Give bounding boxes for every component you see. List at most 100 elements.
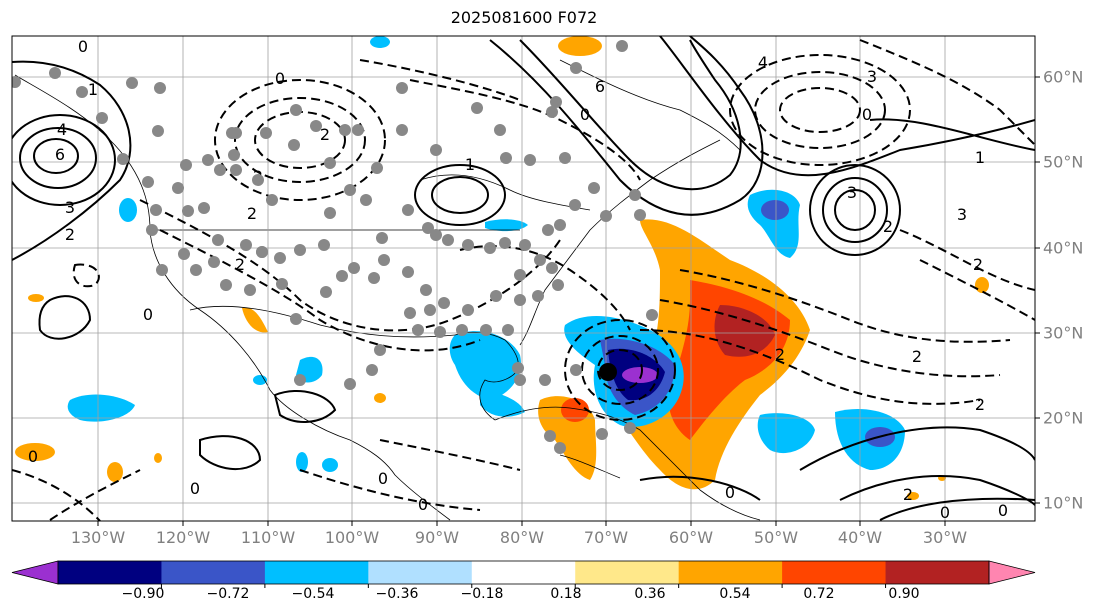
station-dot bbox=[180, 159, 192, 171]
station-dot bbox=[462, 239, 474, 251]
station-dot bbox=[324, 157, 336, 169]
station-dot bbox=[430, 144, 442, 156]
contour-label: 0 bbox=[418, 495, 428, 514]
station-dot bbox=[514, 294, 526, 306]
station-dot bbox=[634, 209, 646, 221]
station-dot bbox=[142, 176, 154, 188]
station-dot bbox=[438, 297, 450, 309]
station-dot bbox=[442, 234, 454, 246]
station-dot bbox=[514, 269, 526, 281]
station-dot bbox=[240, 239, 252, 251]
station-dot bbox=[324, 207, 336, 219]
contour-label: 2 bbox=[320, 125, 330, 144]
station-dot bbox=[371, 162, 383, 174]
contour-label: 2 bbox=[975, 395, 985, 414]
station-dot bbox=[471, 102, 483, 114]
contour-label: 0 bbox=[940, 503, 950, 522]
lon-label: 110°W bbox=[240, 528, 296, 547]
station-dot bbox=[276, 278, 288, 290]
station-dot bbox=[480, 324, 492, 336]
station-dot bbox=[402, 266, 414, 278]
contour-label: 1 bbox=[88, 80, 98, 99]
storm-center-marker bbox=[599, 363, 617, 381]
lon-label: 40°W bbox=[837, 528, 883, 547]
lon-label: 50°W bbox=[753, 528, 799, 547]
station-dot bbox=[266, 194, 278, 206]
station-dot bbox=[256, 246, 268, 258]
station-dot bbox=[646, 309, 658, 321]
station-dot bbox=[554, 219, 566, 231]
station-dot bbox=[244, 284, 256, 296]
station-dot bbox=[366, 364, 378, 376]
station-dot bbox=[569, 199, 581, 211]
station-dot bbox=[422, 222, 434, 234]
lon-label: 100°W bbox=[324, 528, 380, 547]
station-dot bbox=[360, 194, 372, 206]
contour-label: 0 bbox=[580, 105, 590, 124]
station-dot bbox=[336, 270, 348, 282]
station-dot bbox=[339, 124, 351, 136]
station-dot bbox=[532, 290, 544, 302]
contour-label: 2 bbox=[903, 485, 913, 504]
station-dot bbox=[554, 442, 566, 454]
station-dot bbox=[462, 304, 474, 316]
station-dot bbox=[456, 324, 468, 336]
station-dot bbox=[420, 284, 432, 296]
contour-label: 2 bbox=[775, 345, 785, 364]
station-dot bbox=[546, 262, 558, 274]
contour-label: 2 bbox=[973, 255, 983, 274]
station-dot bbox=[499, 237, 511, 249]
station-dot bbox=[117, 153, 129, 165]
station-dot bbox=[208, 256, 220, 268]
station-dot bbox=[146, 224, 158, 236]
lon-label: 130°W bbox=[70, 528, 126, 547]
station-dot bbox=[519, 239, 531, 251]
contour-label: 0 bbox=[275, 69, 285, 88]
station-dot bbox=[502, 324, 514, 336]
contour-label: 1 bbox=[975, 148, 985, 167]
station-dot bbox=[570, 364, 582, 376]
lat-label: 40°N bbox=[1043, 238, 1084, 258]
station-dot bbox=[228, 149, 240, 161]
contour-label: 2 bbox=[883, 217, 893, 236]
station-dot bbox=[212, 234, 224, 246]
station-dot bbox=[76, 86, 88, 98]
station-dot bbox=[318, 239, 330, 251]
lon-label: 80°W bbox=[499, 528, 545, 547]
station-dot bbox=[154, 82, 166, 94]
station-dot bbox=[524, 154, 536, 166]
contour-label: 0 bbox=[998, 501, 1008, 520]
station-dot bbox=[512, 362, 524, 374]
station-dot bbox=[546, 106, 558, 118]
station-dot bbox=[172, 182, 184, 194]
contour-label: 2 bbox=[912, 347, 922, 366]
lat-label: 50°N bbox=[1043, 152, 1084, 172]
station-dot bbox=[588, 182, 600, 194]
colorbar-tick-label: −0.90 bbox=[121, 586, 165, 602]
station-dot bbox=[260, 127, 272, 139]
station-dot bbox=[126, 77, 138, 89]
station-dot bbox=[378, 254, 390, 266]
station-dot bbox=[600, 210, 612, 222]
lon-label: 90°W bbox=[414, 528, 460, 547]
contour-label: 2 bbox=[65, 225, 75, 244]
station-dot bbox=[344, 378, 356, 390]
station-dot bbox=[290, 104, 302, 116]
lat-label: 30°N bbox=[1043, 323, 1084, 343]
station-dot bbox=[12, 76, 21, 88]
station-dot bbox=[514, 374, 526, 386]
station-dot bbox=[352, 124, 364, 136]
station-dot bbox=[252, 174, 264, 186]
lat-label: 10°N bbox=[1043, 493, 1084, 513]
station-dot bbox=[500, 152, 512, 164]
lon-label: 60°W bbox=[668, 528, 714, 547]
station-dot bbox=[396, 124, 408, 136]
station-dot bbox=[310, 120, 322, 132]
station-dot bbox=[484, 242, 496, 254]
colorbar-tick-label: −0.36 bbox=[375, 586, 419, 602]
colorbar-tick-label: −0.18 bbox=[460, 586, 504, 602]
station-dot bbox=[230, 127, 242, 139]
colorbar-tick-label: 0.54 bbox=[719, 586, 751, 602]
station-dot bbox=[629, 189, 641, 201]
